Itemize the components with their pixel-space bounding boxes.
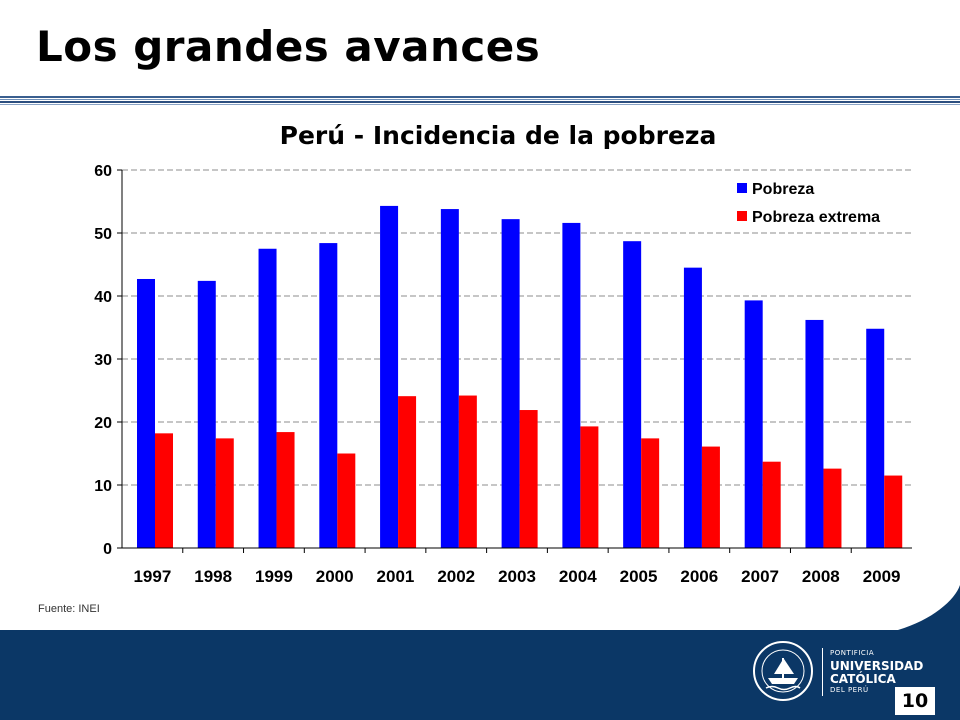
bar-pobreza [501, 219, 520, 548]
page-number: 10 [895, 687, 935, 715]
x-tick-label: 2006 [680, 567, 718, 586]
x-tick-label: 1997 [133, 567, 171, 586]
logo-line-3: CATÓLICA [830, 672, 896, 686]
x-tick-label: 2005 [620, 567, 658, 586]
legend-swatch-pobreza-extrema [737, 211, 747, 221]
slide-title: Los grandes avances [36, 22, 541, 71]
bar-pobreza [137, 278, 155, 548]
bar-pobreza [866, 328, 885, 548]
x-tick-label: 2007 [741, 567, 779, 586]
bar-pobreza-extrema [337, 453, 356, 548]
bar-pobreza [319, 243, 338, 548]
bar-pobreza [683, 267, 702, 548]
logo-line-2: UNIVERSIDAD [830, 659, 924, 673]
x-tick-label: 2008 [802, 567, 840, 586]
bar-pobreza [380, 205, 399, 548]
y-tick-label: 10 [94, 478, 112, 495]
y-tick-label: 30 [94, 352, 112, 369]
bars [137, 205, 903, 549]
bar-pobreza-extrema [458, 395, 477, 548]
university-logo: PONTIFICIA UNIVERSIDAD CATÓLICA DEL PERÚ [752, 640, 924, 702]
logo-line-1: PONTIFICIA [830, 649, 875, 657]
x-tick-label: 2002 [437, 567, 475, 586]
x-tick-label: 2001 [377, 567, 415, 586]
legend-label-pobreza: Pobreza [752, 181, 814, 198]
y-tick-label: 40 [94, 289, 112, 306]
university-seal-icon [753, 641, 813, 701]
source-note: Fuente: INEI [38, 603, 100, 615]
bar-pobreza [258, 248, 277, 548]
logo-line-4: DEL PERÚ [830, 686, 869, 694]
chart-title: Perú - Incidencia de la pobreza [280, 121, 717, 150]
legend-swatch-pobreza [737, 183, 747, 193]
x-tick-label: 2003 [498, 567, 536, 586]
y-tick-label: 60 [94, 163, 112, 180]
bar-pobreza-extrema [276, 432, 295, 548]
bar-pobreza-extrema [641, 438, 660, 548]
x-tick-label: 1999 [255, 567, 293, 586]
bar-pobreza-extrema [884, 475, 903, 548]
chart-legend: Pobreza Pobreza extrema [737, 181, 880, 226]
x-tick-label: 2000 [316, 567, 354, 586]
y-tick-label: 0 [103, 541, 112, 558]
bar-pobreza-extrema [762, 461, 781, 548]
bar-pobreza-extrema [398, 396, 417, 548]
x-tick-label: 1998 [194, 567, 232, 586]
y-tick-label: 50 [94, 226, 112, 243]
poverty-chart: Perú - Incidencia de la pobreza 0 10 20 30 4… [94, 121, 912, 586]
bar-pobreza [197, 280, 216, 548]
x-tick-label: 2009 [863, 567, 901, 586]
bar-pobreza-extrema [580, 426, 599, 548]
bar-pobreza-extrema [155, 433, 173, 548]
x-tick-label: 2004 [559, 567, 597, 586]
bar-pobreza [562, 222, 581, 549]
bar-pobreza-extrema [519, 410, 538, 548]
title-rule [0, 96, 960, 105]
footer-band [0, 585, 960, 720]
bar-pobreza [623, 241, 642, 548]
legend-label-pobreza-extrema: Pobreza extrema [752, 209, 880, 226]
logo-divider [822, 648, 823, 696]
axes: 0 10 20 30 40 50 60 1997 1998 1999 2000 2001 2002 200… [94, 163, 912, 586]
bar-pobreza [440, 209, 459, 548]
y-tick-label: 20 [94, 415, 112, 432]
bar-pobreza-extrema [215, 438, 234, 548]
bar-pobreza-extrema [701, 446, 720, 548]
bar-pobreza [744, 300, 763, 548]
bar-pobreza [805, 319, 824, 548]
bar-pobreza-extrema [823, 468, 842, 548]
